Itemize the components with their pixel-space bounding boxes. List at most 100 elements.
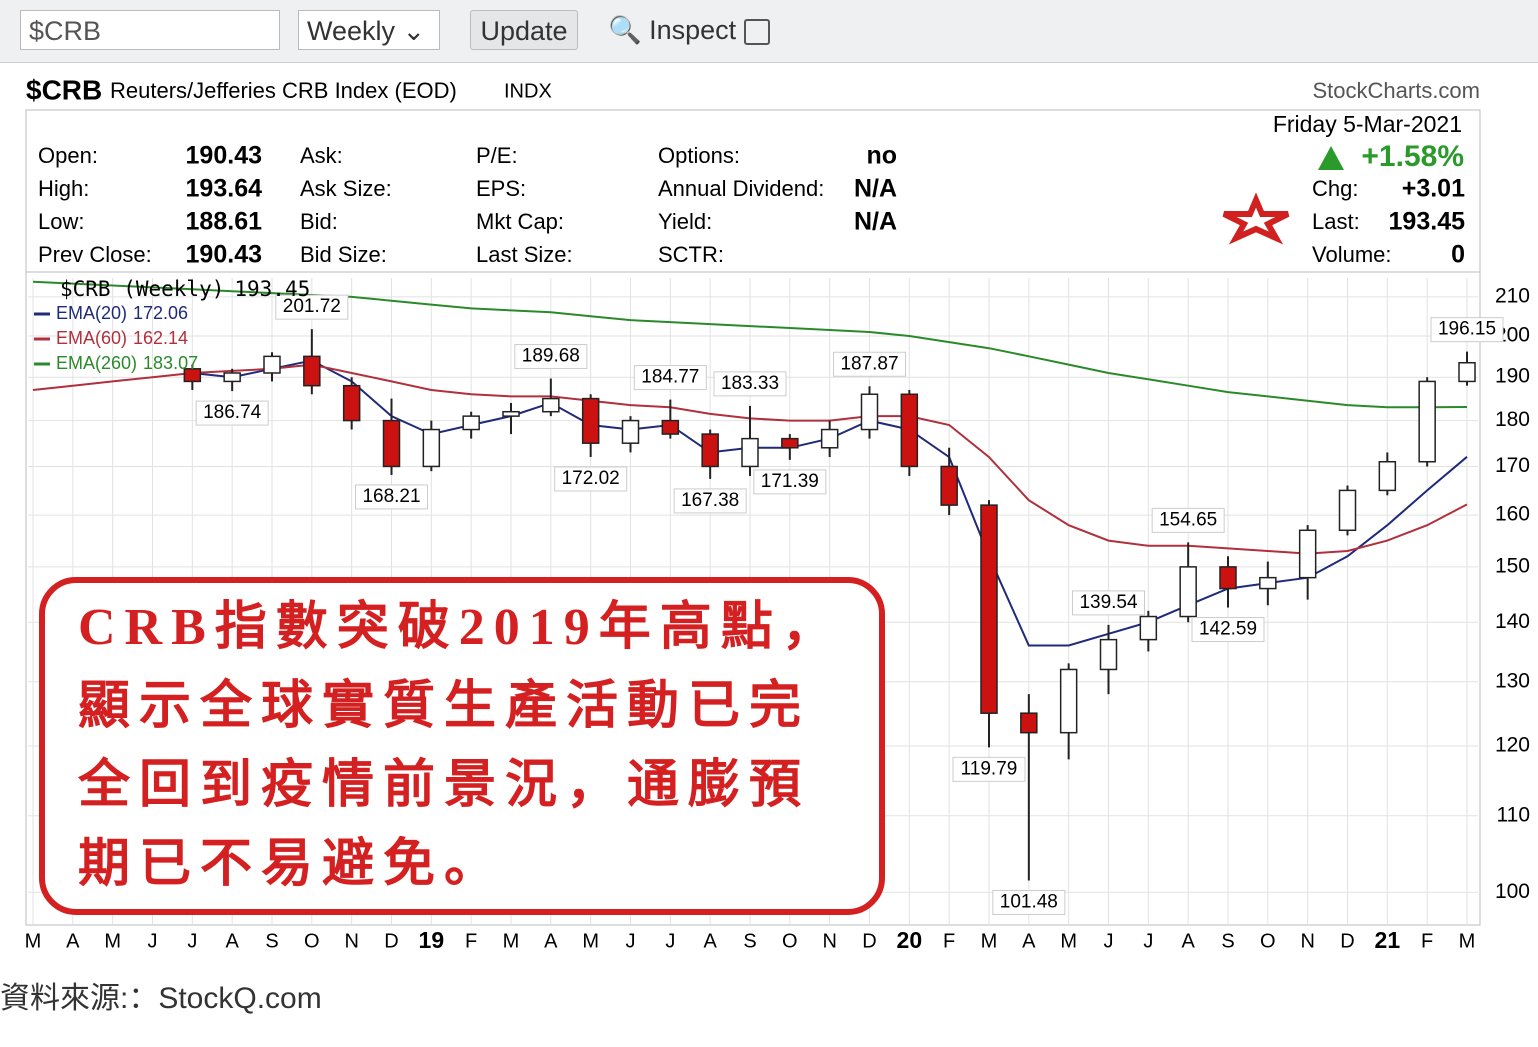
label-box bbox=[275, 294, 349, 320]
label-box bbox=[1430, 317, 1504, 343]
toolbar: $CRB Weekly ⌄ Update 🔍 Inspect bbox=[0, 0, 1538, 63]
x-tick-label: M bbox=[582, 930, 599, 952]
data-label: 189.68 bbox=[522, 346, 580, 367]
x-tick-label: D bbox=[384, 930, 398, 952]
header-name: Reuters/Jefferies CRB Index (EOD) bbox=[110, 78, 457, 103]
x-tick-label: A bbox=[703, 930, 717, 952]
symbol-input[interactable]: $CRB bbox=[20, 10, 280, 50]
quote-field: Annual Dividend: bbox=[658, 176, 824, 201]
x-tick-label: A bbox=[66, 930, 80, 952]
x-tick-label: N bbox=[822, 930, 836, 952]
candle-body bbox=[542, 397, 560, 413]
period-select[interactable]: Weekly ⌄ bbox=[298, 10, 440, 50]
data-label: 171.39 bbox=[761, 471, 819, 492]
x-tick-label: N bbox=[1300, 930, 1314, 952]
data-label: 184.77 bbox=[641, 367, 699, 388]
update-button[interactable]: Update bbox=[470, 10, 578, 50]
label-box bbox=[952, 756, 1026, 782]
ema-line bbox=[32, 363, 1468, 555]
candle-body bbox=[422, 428, 441, 468]
x-tick-label: J bbox=[626, 930, 636, 952]
legend-value: 162.14 bbox=[133, 328, 188, 348]
x-tick-label: F bbox=[943, 930, 955, 952]
credit: StockCharts.com bbox=[1313, 78, 1481, 103]
star-icon bbox=[1222, 192, 1290, 245]
x-tick-label: D bbox=[862, 930, 876, 952]
label-box bbox=[753, 469, 827, 495]
candle-body bbox=[741, 437, 759, 468]
quote-field: SCTR: bbox=[658, 242, 724, 267]
candle-body bbox=[303, 355, 321, 387]
note-line: CRB指數突破2019年高點， bbox=[78, 598, 843, 656]
x-tick-label: N bbox=[344, 930, 358, 952]
candle-body bbox=[183, 368, 202, 383]
quote-field: High: bbox=[38, 176, 89, 201]
x-tick-label: F bbox=[1421, 930, 1433, 952]
x-tick-label: M bbox=[104, 930, 121, 952]
x-tick-label: 20 bbox=[897, 927, 923, 953]
candle-body bbox=[1259, 576, 1277, 590]
quote-field: Open: bbox=[38, 143, 98, 168]
candle-body bbox=[1139, 615, 1158, 641]
quote-field: Options: bbox=[658, 143, 740, 168]
quote-field: Bid Size: bbox=[300, 242, 387, 267]
x-tick-label: J bbox=[1143, 930, 1153, 952]
x-tick-label: S bbox=[1221, 930, 1234, 952]
candle-body bbox=[1338, 489, 1357, 532]
label-box bbox=[992, 889, 1066, 915]
data-label: 139.54 bbox=[1079, 592, 1138, 613]
note-line: 全回到疫情前景況，通膨預 bbox=[77, 755, 810, 814]
header-symbol: $CRB bbox=[26, 74, 102, 105]
x-tick-label: 21 bbox=[1375, 927, 1401, 953]
label-box bbox=[355, 484, 428, 510]
inspect[interactable]: 🔍 Inspect bbox=[608, 10, 770, 50]
x-tick-label: A bbox=[1022, 930, 1036, 952]
label-box bbox=[673, 488, 747, 514]
data-label: 168.21 bbox=[362, 486, 420, 507]
y-tick-label: 160 bbox=[1495, 503, 1530, 526]
quote-field: Low: bbox=[38, 209, 84, 234]
y-tick-label: 200 bbox=[1495, 324, 1530, 347]
y-tick-label: 210 bbox=[1495, 284, 1530, 307]
label-box bbox=[554, 466, 628, 492]
quote-field: P/E: bbox=[476, 143, 518, 168]
data-label: 154.65 bbox=[1159, 509, 1217, 530]
x-tick-label: M bbox=[503, 930, 520, 952]
y-tick-label: 140 bbox=[1495, 610, 1530, 633]
x-tick-label: M bbox=[981, 930, 998, 952]
data-label: 187.87 bbox=[840, 353, 898, 374]
candle-body bbox=[940, 465, 958, 506]
candle-body bbox=[1378, 460, 1397, 492]
legend-value: 193.45 bbox=[234, 277, 310, 301]
candle-body bbox=[502, 410, 520, 417]
legend-main: $CRB (Weekly) 193.45 bbox=[60, 277, 310, 301]
x-tick-label: M bbox=[1060, 930, 1077, 952]
x-tick-label: J bbox=[148, 930, 158, 952]
ema-line bbox=[32, 280, 1468, 409]
y-tick-label: 170 bbox=[1495, 454, 1530, 477]
x-tick-label: A bbox=[225, 930, 239, 952]
label-box bbox=[195, 400, 269, 426]
x-tick-label: O bbox=[304, 930, 320, 952]
candle-body bbox=[1219, 566, 1237, 590]
data-label: 186.74 bbox=[203, 402, 262, 423]
data-label: 196.15 bbox=[1438, 319, 1496, 340]
candle-body bbox=[661, 419, 680, 435]
candle-body bbox=[462, 415, 480, 431]
x-tick-label: J bbox=[187, 930, 197, 952]
candle-body bbox=[263, 355, 281, 374]
legend-entry: EMA(60) 162.14 bbox=[56, 328, 188, 348]
candle-body bbox=[900, 393, 919, 468]
quote-field: Bid: bbox=[300, 209, 338, 234]
quote-field: 188.61 bbox=[186, 208, 263, 236]
stat-value: 0 bbox=[1451, 241, 1465, 269]
inspect-checkbox[interactable] bbox=[743, 18, 770, 45]
x-tick-label: 19 bbox=[419, 927, 445, 953]
candle-body bbox=[382, 419, 401, 468]
y-tick-label: 100 bbox=[1495, 880, 1530, 903]
x-tick-label: F bbox=[465, 930, 477, 952]
legend-name: EMA(20) bbox=[56, 303, 127, 323]
quote-field: 190.43 bbox=[186, 241, 262, 269]
label-box bbox=[713, 371, 787, 397]
